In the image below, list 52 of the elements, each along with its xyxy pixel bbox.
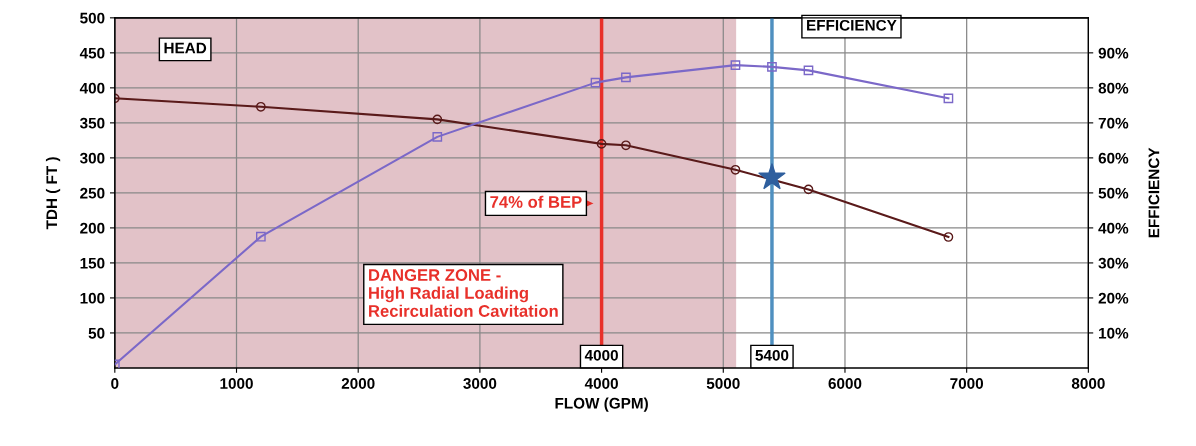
annotation: DANGER ZONE - High Radial Loading Recirculation Cavitation [369, 269, 558, 317]
point [432, 114, 443, 125]
point [621, 72, 631, 83]
y-tick-label: 350 [79, 117, 105, 129]
y-tick-label: 250 [80, 187, 105, 199]
ref-line-label: 5400 [755, 349, 789, 361]
y2-axis-title: EFFICIENCY [1148, 147, 1160, 238]
point [730, 164, 741, 175]
point [943, 93, 954, 104]
point [803, 184, 814, 195]
y-tick-label: 150 [80, 257, 105, 269]
x-tick-label: 3000 [463, 378, 497, 389]
y2-tick-label: 70% [1098, 117, 1129, 129]
point [767, 61, 777, 72]
y-tick-label: 400 [79, 82, 105, 94]
point [596, 139, 607, 149]
x-tick-label: 1000 [220, 378, 253, 389]
point [432, 132, 443, 142]
x-axis-title: FLOW (GPM) [555, 397, 648, 412]
annotation: EFFICIENCY [807, 19, 897, 31]
y2-tick-label: 10% [1099, 327, 1129, 339]
y-tick-label: 200 [80, 222, 105, 234]
x-tick-label: 7000 [950, 378, 984, 389]
y-tick-label: 300 [79, 152, 105, 164]
point [758, 163, 786, 190]
point [803, 65, 814, 76]
y-tick-label: 450 [79, 47, 105, 59]
y-axis-title: TDH ( FT ) [45, 157, 61, 230]
y2-tick-label: 40% [1098, 222, 1129, 234]
x-tick-label: 6000 [828, 378, 862, 389]
x-tick-label: 8000 [1071, 378, 1105, 389]
annotation: HEAD [164, 42, 207, 54]
x-tick-label: 4000 [584, 378, 618, 389]
point [621, 140, 631, 151]
point [730, 60, 741, 70]
y2-tick-label: 80% [1098, 82, 1129, 94]
point [255, 231, 266, 242]
point [943, 232, 954, 242]
y2-tick-label: 50% [1098, 187, 1129, 199]
y2-tick-label: 30% [1098, 257, 1129, 269]
ref-line-label: 4000 [584, 349, 618, 361]
y2-tick-label: 90% [1098, 47, 1129, 59]
y2-tick-label: 20% [1098, 292, 1129, 304]
point [255, 101, 266, 112]
y-tick-label: 100 [80, 292, 105, 304]
x-tick-label: 2000 [341, 378, 375, 389]
y2-tick-label: 60% [1098, 152, 1129, 164]
y-tick-label: 50 [88, 327, 105, 339]
x-tick-label: 5000 [706, 378, 740, 389]
point [590, 77, 601, 88]
x-tick-label: 0 [111, 378, 119, 389]
y-tick-label: 500 [80, 12, 105, 24]
